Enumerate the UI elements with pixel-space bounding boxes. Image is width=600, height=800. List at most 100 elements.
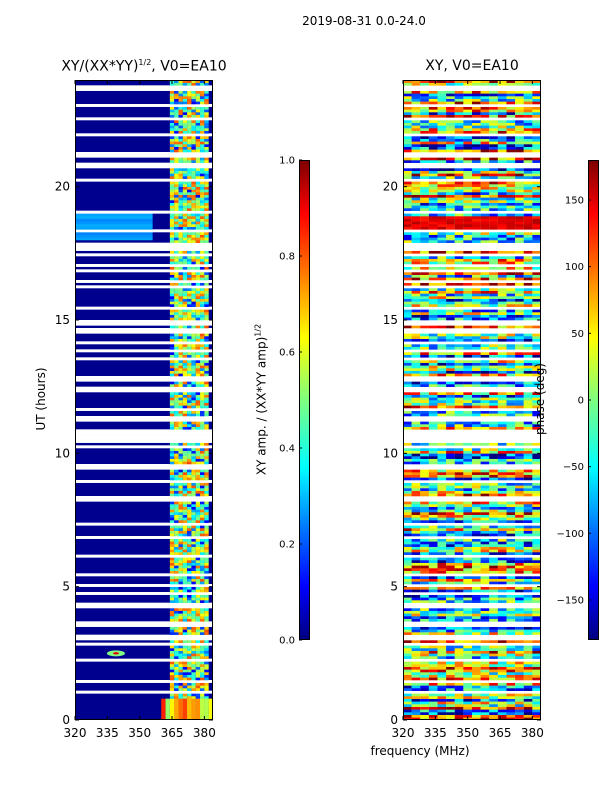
panel1-rfi-cell [178,277,183,281]
panel2-cell [489,472,498,475]
panel2-cell [515,688,524,691]
panel2-cell [515,397,524,401]
panel2-cell [454,261,464,265]
panel2-cell [428,672,438,675]
panel2-cell [532,616,541,619]
panel2-cell [446,258,455,262]
panel2-cell [480,456,490,459]
panel1-flag-row [75,466,213,470]
panel2-cell [428,309,438,313]
panel2-cell [428,413,438,417]
panel2-cell [420,688,429,691]
panel1-rfi-cell [195,128,201,131]
panel2-cell [532,618,541,622]
panel1-rfi-cell [187,213,192,217]
panel2-cell [532,232,541,235]
panel2-cell [506,224,516,227]
panel2-cell [411,90,421,94]
panel1-rfi-cell [182,421,188,425]
panel1-rfi-cell [187,528,192,531]
panel2-cell [411,394,421,398]
panel2-cell [411,709,421,713]
panel1-rfi-cell [191,560,196,563]
panel2-cell [506,373,516,377]
panel2-cell [506,533,516,537]
panel1-rfi-cell [169,258,175,262]
panel1-rfi-cell [204,258,209,262]
panel1-rfi-cell [195,157,201,161]
panel1-rfi-cell [204,506,209,510]
panel2-cell [532,405,541,409]
panel1-rfi-cell [169,189,175,193]
panel1-rfi-cell [191,317,196,321]
panel1-rfi-cell [195,194,201,198]
panel1-patch-cell [75,234,153,238]
panel2-cell [506,490,516,494]
panel1-rfi-cell [178,677,183,681]
panel1-rfi-cell [178,370,183,374]
panel2-cell [428,538,438,542]
panel1-rfi-cell [187,216,192,219]
panel2-cell [472,706,481,710]
panel1-rfi-cell [174,632,179,635]
panel1-rfi-cell [182,546,188,550]
panel1-rfi-cell [191,568,196,571]
panel2-cell [515,82,524,86]
panel2-cell [489,600,498,603]
panel2-cell [506,362,516,366]
panel1-rfi-cell [178,125,183,129]
panel1-rfi-cell [200,544,205,547]
panel1-patch-cell [75,221,153,225]
panel1-flag-row [75,165,213,169]
panel2-cell [506,344,516,347]
panel2-cell [454,197,464,201]
panel1-rfi-cell [169,290,175,294]
panel2-cell [523,309,533,313]
panel1-rfi-cell [191,290,196,294]
panel2-cell [515,533,524,537]
panel2-cell [446,365,455,369]
panel2-cell [497,626,507,630]
panel2-cell [489,216,498,219]
panel2-cell [420,501,429,505]
panel2-cell [489,613,498,617]
panel2-cell [446,106,455,110]
panel1-flag-row [75,248,213,251]
panel1-xtick-label: 350 [128,726,151,740]
panel2-cell [497,568,507,571]
panel1-rfi-cell [174,346,179,350]
panel1-rfi-cell [174,544,179,547]
panel1-rfi-cell [178,482,183,486]
panel2-cell [463,520,472,523]
panel2-cell [515,565,524,569]
panel2-cell [446,517,455,521]
panel2-cell [463,146,472,150]
panel1-rfi-cell [191,528,196,531]
panel2-cell [472,549,481,553]
panel1-flag-row [75,536,213,539]
panel2-cell [532,360,541,363]
panel2-cell [489,237,498,241]
panel2-cell [420,365,429,369]
panel2-cell [515,525,524,529]
panel2-cell [454,144,464,147]
panel2-xtick-label: 380 [521,726,544,740]
panel1-rfi-cell [200,237,205,241]
panel2-cell [472,669,481,673]
panel1-rfi-cell [182,146,188,150]
panel1-rfi-cell [204,661,209,665]
panel2-cell [497,226,507,230]
panel2-cell [506,669,516,673]
panel1-rfi-cell [191,629,196,633]
panel1-rfi-cell [195,610,201,614]
panel1-rfi-cell [187,282,192,286]
panel1-rfi-cell [174,589,179,593]
panel2-cell [420,576,429,579]
panel2-cell [420,581,429,585]
panel2-cell [403,549,412,553]
panel2-cell [437,261,447,265]
panel1-rfi-cell [204,589,209,593]
panel1-rfi-cell [191,106,196,110]
panel2-cell [515,706,524,710]
panel1-rfi-cell [200,517,205,521]
